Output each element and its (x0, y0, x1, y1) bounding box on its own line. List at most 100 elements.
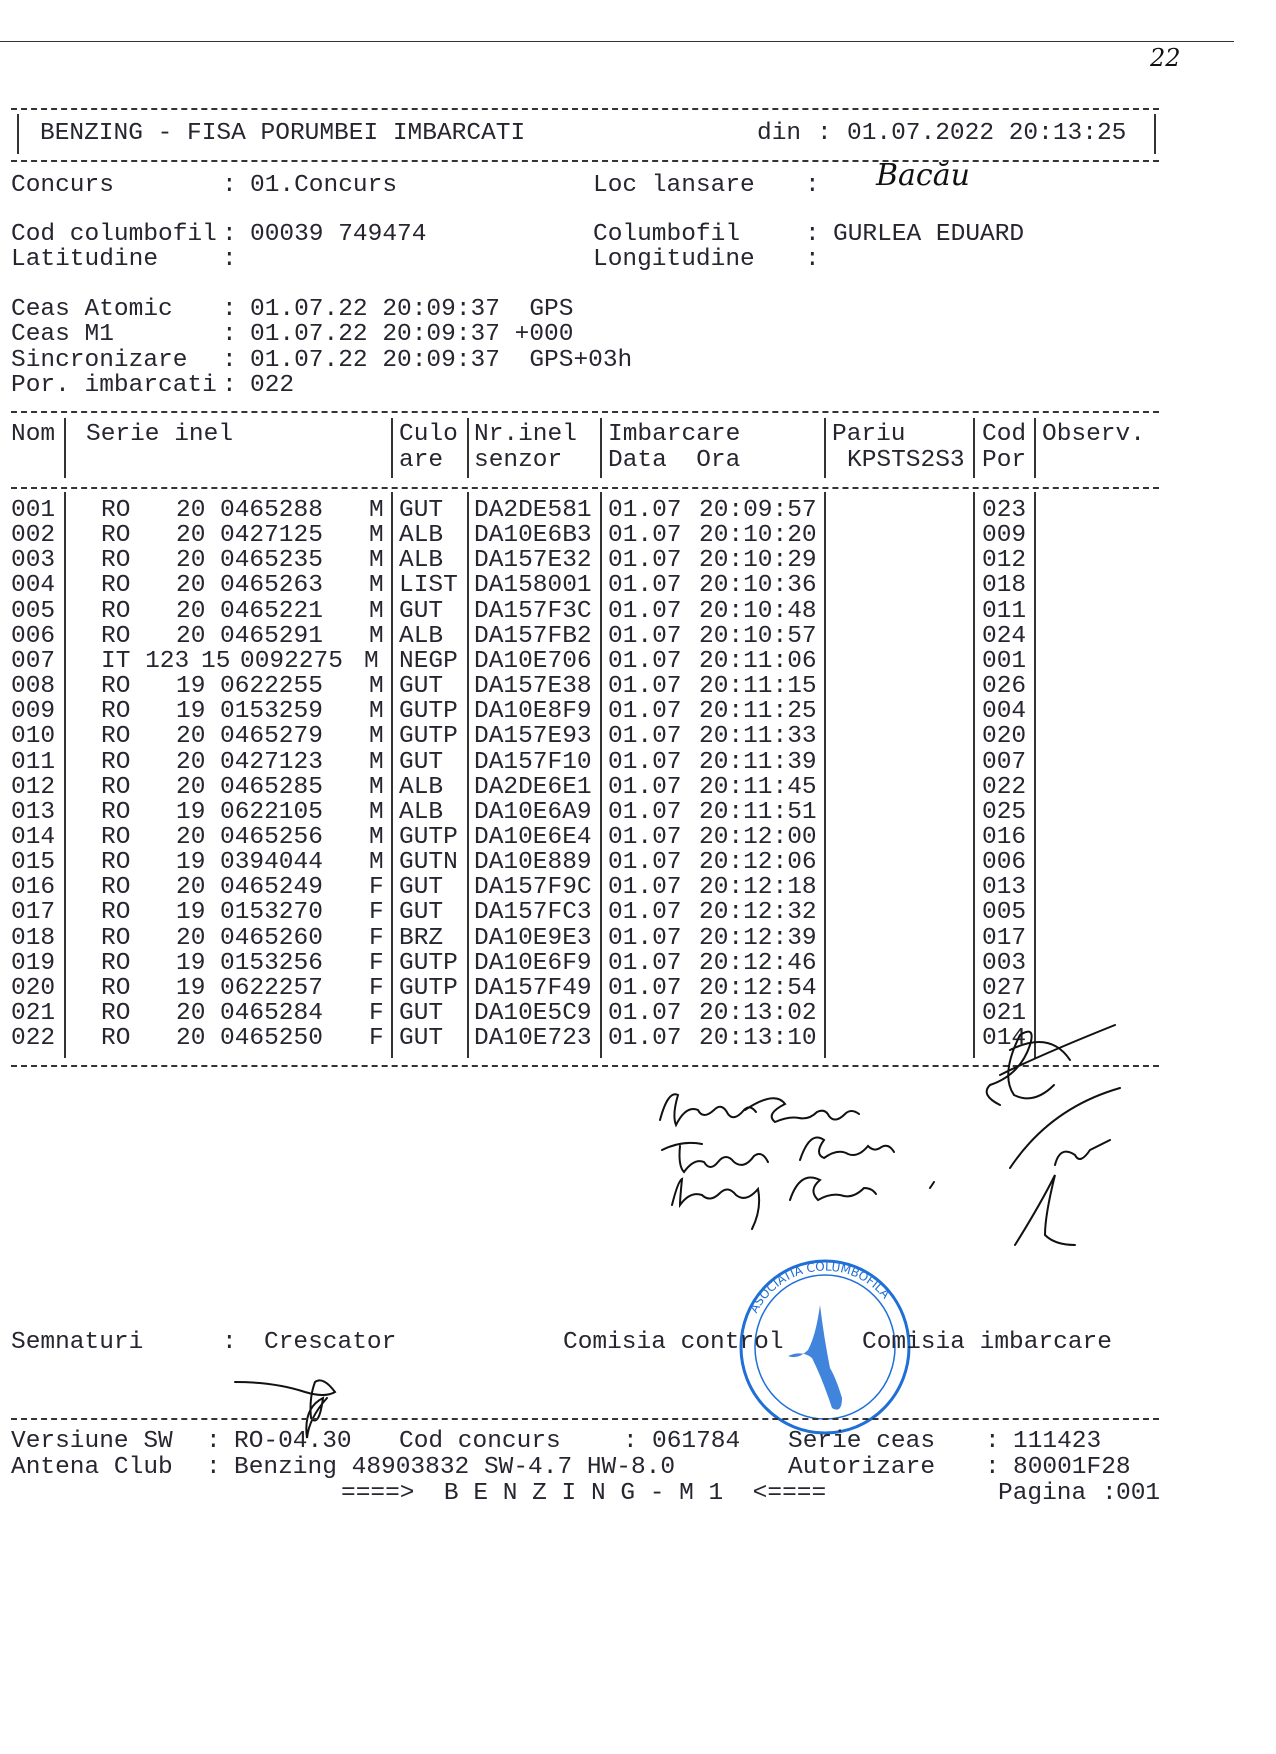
cell-cod-por: 024 (982, 622, 1027, 650)
cell-date: 01.07 (608, 597, 682, 625)
cell-sensor: DA10E6E4 (474, 823, 592, 851)
cell-sex: M (369, 522, 384, 550)
cell-time: 20:11:39 (699, 748, 817, 776)
colon: : (206, 1454, 221, 1481)
cell-ring-number: 0465260 (220, 924, 323, 952)
header-left-border (17, 114, 19, 154)
semnaturi-label: Semnaturi (11, 1329, 144, 1356)
cell-ring-number: 0622255 (220, 673, 323, 701)
cell-ring-number: 0465235 (220, 547, 323, 575)
column-separator (391, 418, 393, 478)
column-separator (64, 492, 66, 1058)
cell-ring-number: 0153270 (220, 899, 323, 927)
antena-club-label: Antena Club (11, 1454, 173, 1481)
cell-nom: 002 (11, 522, 56, 550)
cell-time: 20:13:10 (699, 1025, 817, 1053)
colon: : (985, 1454, 1000, 1481)
cod-concurs-label: Cod concurs (399, 1428, 561, 1455)
cell-sensor: DA158001 (474, 572, 592, 600)
cell-sex: F (369, 949, 384, 977)
cell-country: RO (101, 798, 131, 826)
cell-date: 01.07 (608, 497, 682, 524)
header-serie-inel: Serie inel (86, 421, 234, 448)
cell-color: NEGP (399, 647, 458, 675)
cell-sex: F (369, 1000, 384, 1027)
cell-cod-por: 007 (982, 748, 1027, 776)
cell-cod-por: 020 (982, 723, 1027, 751)
serie-ceas-value: 111423 (1013, 1428, 1102, 1455)
cell-nom: 006 (11, 622, 56, 650)
cell-country: RO (101, 622, 131, 650)
cell-ring-number: 0465288 (220, 497, 323, 524)
cell-cod-por: 022 (982, 773, 1027, 801)
cell-sex: M (369, 723, 384, 751)
cell-nom: 015 (11, 849, 56, 877)
columbofil-value: GURLEA EDUARD (833, 221, 1025, 248)
cell-date: 01.07 (608, 949, 682, 977)
header-observ: Observ. (1042, 421, 1145, 448)
comisia-imbarcare-label: Comisia imbarcare (862, 1329, 1112, 1356)
cell-nom: 019 (11, 949, 56, 977)
cell-year: 20 (176, 522, 206, 550)
cell-time: 20:11:15 (699, 673, 817, 701)
cell-ring-number: 0622105 (220, 798, 323, 826)
cell-time: 20:12:39 (699, 924, 817, 952)
signature-scribble-right-2 (1009, 1087, 1121, 1169)
cell-ring-number: 0465250 (220, 1025, 323, 1053)
cell-nom: 013 (11, 798, 56, 826)
cell-nom: 009 (11, 698, 56, 726)
date-label: din (757, 120, 802, 147)
colon: : (222, 246, 237, 273)
cell-country: RO (101, 899, 131, 927)
sincronizare-label: Sincronizare (11, 347, 188, 374)
cell-date: 01.07 (608, 899, 682, 927)
cell-nom: 011 (11, 748, 56, 776)
cell-sex: F (369, 1025, 384, 1053)
cell-time: 20:12:54 (699, 974, 817, 1002)
cell-year: 19 (176, 798, 206, 826)
cell-cod-por: 009 (982, 522, 1027, 550)
table-header-separator (11, 487, 1159, 489)
cell-sex: M (364, 647, 379, 675)
column-separator (64, 418, 66, 478)
column-separator (824, 418, 826, 478)
cell-year: 20 (176, 723, 206, 751)
cell-year: 20 (176, 1025, 206, 1053)
cell-sex: M (369, 849, 384, 877)
cell-date: 01.07 (608, 547, 682, 575)
document-title: BENZING - FISA PORUMBEI IMBARCATI (40, 120, 526, 147)
cell-date: 01.07 (608, 748, 682, 776)
cell-sensor: DA10E5C9 (474, 1000, 592, 1027)
table-top-border (11, 411, 1159, 413)
column-separator (467, 418, 469, 478)
association-stamp: ASOCIATIA COLUMBOFILA (739, 1259, 911, 1435)
cell-nom: 010 (11, 723, 56, 751)
cell-country: RO (101, 1000, 131, 1027)
cod-columbofil-value: 00039 749474 (250, 221, 427, 248)
cell-time: 20:12:46 (699, 949, 817, 977)
column-separator (600, 418, 602, 478)
cell-sensor: DA157E38 (474, 673, 592, 701)
cell-date: 01.07 (608, 823, 682, 851)
commission-signature-1 (659, 1093, 860, 1128)
cell-color: GUT (399, 899, 444, 927)
antena-club-value: Benzing 48903832 SW-4.7 HW-8.0 (234, 1454, 676, 1481)
cell-country: RO (101, 497, 131, 524)
cell-cod-por: 005 (982, 899, 1027, 927)
signature-scribble-right-3 (1014, 1174, 1076, 1246)
cell-sensor: DA2DE6E1 (474, 773, 592, 801)
colon: : (805, 172, 820, 199)
cell-year: 19 (176, 849, 206, 877)
cell-time: 20:11:25 (699, 698, 817, 726)
cell-cod-por: 021 (982, 1000, 1027, 1027)
cell-sensor: DA10E6A9 (474, 798, 592, 826)
cell-ring-number: 0465285 (220, 773, 323, 801)
cell-year: 20 (176, 622, 206, 650)
cell-year: 19 (176, 899, 206, 927)
cell-date: 01.07 (608, 849, 682, 877)
ceas-m1-label: Ceas M1 (11, 321, 114, 348)
ceas-atomic-value: 01.07.22 20:09:37 GPS (250, 296, 574, 323)
top-rule (0, 41, 1234, 42)
versiune-sw-value: RO-04.30 (234, 1428, 352, 1455)
